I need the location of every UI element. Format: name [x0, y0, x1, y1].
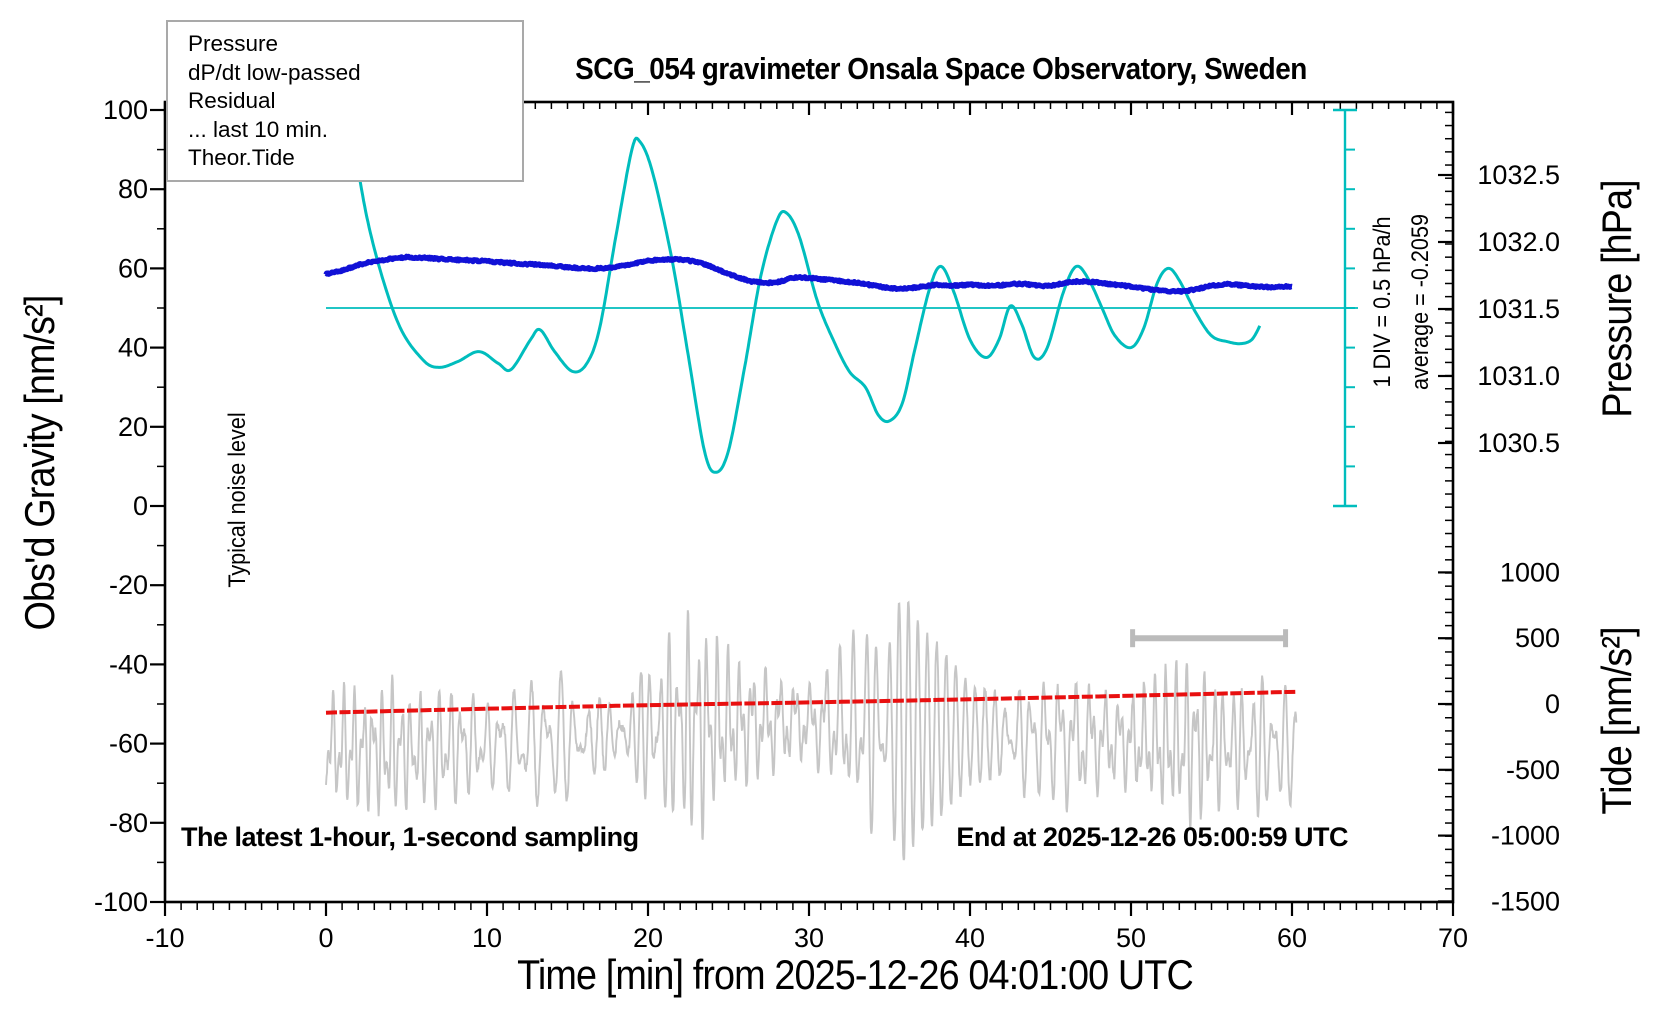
x-axis-tick-label: 0 [318, 923, 333, 953]
tide-axis-title: Tide [nm/s²] [1593, 627, 1640, 815]
div-scale-bar [326, 108, 1358, 508]
x-axis-tick-label: 30 [794, 923, 824, 953]
legend-label: Pressure [188, 31, 279, 56]
x-axis-tick-label: 20 [633, 923, 663, 953]
dpdt-curve [347, 103, 1262, 474]
x-axis-tick-label: 60 [1277, 923, 1307, 953]
gravity-tick-label: 100 [103, 95, 148, 125]
legend-item-theortide: Theor.Tide [168, 144, 522, 173]
average-label: average = -0.2059 [1407, 214, 1434, 390]
theor-tide-curve [325, 689, 1297, 715]
pressure-tick-label: 1030.5 [1477, 428, 1560, 458]
gravity-tick-label: 80 [118, 174, 148, 204]
plot-area [323, 103, 1298, 861]
pressure-curve [323, 253, 1295, 295]
sampling-note: The latest 1-hour, 1-second sampling [181, 822, 639, 852]
gravity-tick-label: 20 [118, 412, 148, 442]
noise-level-label: Typical noise level [224, 412, 251, 588]
x-axis-tick-label: 70 [1438, 923, 1468, 953]
x-axis-tick-label: 40 [955, 923, 985, 953]
tide-tick-label: -1500 [1491, 886, 1560, 916]
legend-item-dpdt: dP/dt low-passed [168, 58, 522, 87]
pressure-tick-label: 1032.0 [1477, 227, 1560, 257]
end-time-note: End at 2025-12-26 05:00:59 UTC [956, 822, 1348, 852]
legend-label: Residual [188, 88, 276, 113]
x-axis-tick-label: -10 [145, 923, 184, 953]
gravity-tick-label: 0 [133, 491, 148, 521]
pressure-axis-title: Pressure [hPa] [1593, 180, 1640, 418]
legend-label: Theor.Tide [188, 145, 295, 170]
gravity-tick-label: 40 [118, 333, 148, 363]
last10min-range-bar [1130, 629, 1289, 648]
left-axis-title: Obs'd Gravity [nm/s²] [16, 295, 63, 631]
tide-tick-label: 1000 [1500, 557, 1560, 587]
legend-label: ... last 10 min. [188, 116, 329, 142]
pressure-tick-label: 1031.0 [1477, 361, 1560, 391]
legend-item-residual: Residual [168, 87, 522, 116]
tide-tick-label: 500 [1515, 623, 1560, 653]
tide-tick-label: -500 [1506, 755, 1560, 785]
legend-item-last10min: ... last 10 min. [168, 115, 522, 144]
pressure-tick-label: 1032.5 [1477, 160, 1560, 190]
last10min-curve [325, 600, 1298, 861]
chart-title: SCG_054 gravimeter Onsala Space Observat… [575, 51, 1307, 86]
x-axis-tick-label: 50 [1116, 923, 1146, 953]
theortide-line-swatch-icon [204, 22, 319, 42]
pressure-tick-label: 1031.5 [1477, 294, 1560, 324]
x-axis-tick-label: 10 [472, 923, 502, 953]
tide-tick-label: 0 [1545, 689, 1560, 719]
gravity-tick-label: -40 [109, 649, 148, 679]
gravity-tick-label: -20 [109, 570, 148, 600]
gravity-tick-label: -80 [109, 808, 148, 838]
gravity-tick-label: -100 [94, 887, 148, 917]
gravity-tick-label: 60 [118, 253, 148, 283]
div-scale-label: 1 DIV = 0.5 hPa/h [1369, 216, 1396, 388]
legend-box: Pressure dP/dt low-passed Residual ... l… [166, 20, 524, 182]
gravity-tick-label: -60 [109, 729, 148, 759]
tide-tick-label: -1000 [1491, 821, 1560, 851]
legend-label: dP/dt low-passed [188, 59, 361, 85]
legend-item-pressure: Pressure [168, 30, 522, 59]
x-axis-title: Time [min] from 2025-12-26 04:01:00 UTC [517, 951, 1194, 998]
